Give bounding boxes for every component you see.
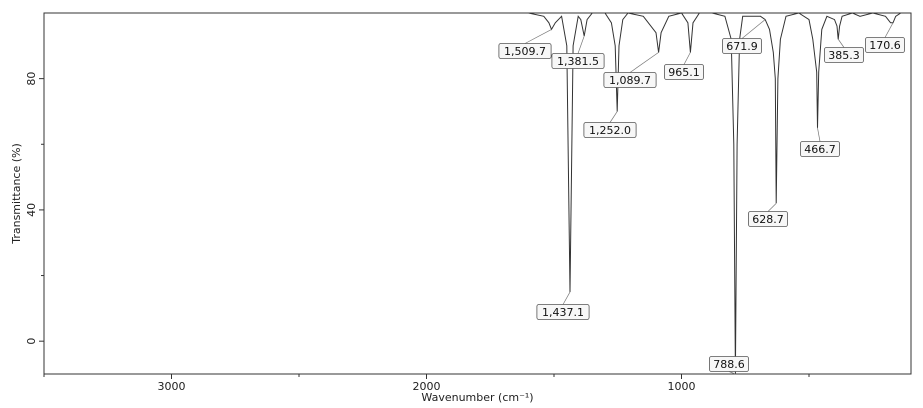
peak-leader-line [817,127,821,142]
peak-label-box [664,64,704,80]
peak-label: 170.6 [865,22,905,53]
peak-label-box [824,47,864,63]
peak-leader-line [524,29,552,44]
plot-area [43,12,912,375]
x-axis-title: Wavenumber (cm⁻¹) [421,391,533,404]
y-axis-title: Transmittance (%) [10,143,23,245]
peak-label-text: 671.9 [726,40,758,53]
peak-label: 1,437.1 [536,291,590,320]
peak-label: 671.9 [722,19,766,54]
y-tick-label: 40 [25,203,38,217]
peak-label-text: 1,381.5 [557,55,599,68]
peak-label-box [498,43,552,59]
peak-leader-line [837,39,845,48]
peak-leader-line [741,19,766,39]
peak-leader-line [683,52,691,65]
peak-label-box [603,72,657,88]
peak-leader-line [884,22,894,38]
peak-label: 1,089.7 [603,52,659,88]
x-tick-label: 2000 [413,380,441,393]
peak-label-text: 1,252.0 [589,124,631,137]
peak-label: 1,252.0 [583,111,637,138]
peak-label: 1,509.7 [498,29,552,59]
x-tick-label: 1000 [668,380,696,393]
peak-label: 628.7 [748,203,788,227]
x-tick-label: 3000 [158,380,186,393]
peak-leader-line [767,203,777,212]
y-tick-label: 0 [25,338,38,345]
spectrum-series-line [44,12,911,375]
peak-label: 466.7 [800,127,840,157]
peak-leader-line [629,52,659,73]
peak-label-text: 1,437.1 [542,306,584,319]
peak-label: 1,381.5 [551,35,605,69]
peak-label-box [583,122,637,138]
peak-leader-line [577,35,585,54]
peak-label: 385.3 [824,39,864,63]
peak-labels: 1,509.7 1,381.5 1,437.1 1,252.0 1,089.7 965.1… [498,19,905,375]
peak-label-box [551,53,605,69]
peak-label-text: 628.7 [752,213,784,226]
peak-label-box [748,211,788,227]
peak-label-text: 170.6 [869,39,901,52]
peak-label-box [722,38,762,54]
peak-label-text: 788.6 [713,358,745,371]
peak-label-text: 1,509.7 [504,45,546,58]
peak-label-box [536,304,590,320]
peak-label-text: 385.3 [828,49,860,62]
peak-label-box [865,37,905,53]
peak-label-text: 965.1 [668,66,700,79]
peak-label-text: 1,089.7 [609,74,651,87]
peak-leader-line [728,371,736,375]
peak-label-box [709,356,749,372]
peak-leader-line [609,111,618,123]
y-tick-label: 80 [25,72,38,86]
peak-label: 788.6 [709,356,749,375]
peak-label-box [800,141,840,157]
axis-ticks: 3000 2000 1000 0 40 80 [25,72,810,393]
peak-label: 965.1 [664,52,704,80]
peak-leader-line [562,291,571,305]
peak-label-text: 466.7 [804,143,836,156]
